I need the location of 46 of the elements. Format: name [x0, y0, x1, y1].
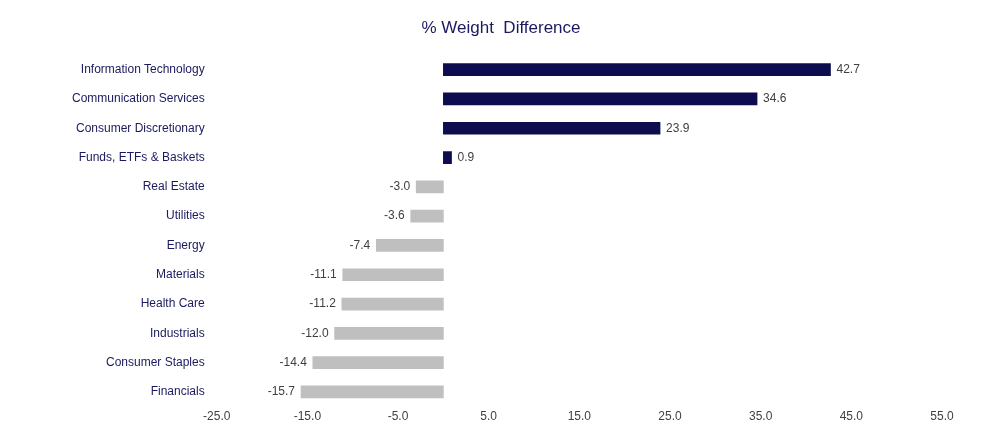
bar: [312, 356, 444, 369]
y-tick-label: Consumer Discretionary: [76, 120, 205, 135]
data-label: -14.4: [279, 354, 308, 369]
data-label: -11.1: [310, 267, 338, 282]
bar: [341, 297, 444, 311]
y-tick-label: Consumer Staples: [106, 354, 205, 369]
data-label: -7.4: [349, 237, 371, 252]
y-tick-label: Funds, ETFs & Baskets: [78, 149, 205, 164]
y-tick-label: Real Estate: [142, 179, 206, 194]
x-tick-label: -5.0: [387, 409, 409, 424]
data-label: 34.6: [763, 91, 787, 106]
data-label: 42.7: [836, 61, 861, 76]
data-label: -3.6: [384, 208, 406, 223]
bar: [375, 239, 444, 252]
y-tick-label: Communication Services: [72, 91, 205, 106]
data-label: 0.9: [457, 149, 475, 164]
y-tick-label: Information Technology: [80, 61, 205, 76]
x-tick-label: 25.0: [658, 409, 683, 424]
bar: [410, 209, 444, 223]
data-label: -12.0: [301, 325, 329, 340]
y-tick-label: Utilities: [166, 208, 205, 223]
x-tick-label: 35.0: [749, 409, 773, 424]
y-tick-label: Health Care: [140, 296, 206, 311]
bar: [300, 385, 444, 399]
x-tick-label: 45.0: [839, 409, 864, 424]
bar: [334, 327, 444, 340]
x-tick-label: 15.0: [567, 409, 592, 424]
bar: [415, 180, 444, 194]
data-label: 23.9: [666, 120, 690, 135]
data-label: -3.0: [389, 179, 411, 194]
x-tick-label: -15.0: [293, 409, 322, 424]
y-tick-label: Materials: [156, 267, 205, 282]
chart-title: % Weight Difference: [420, 18, 582, 38]
y-tick-label: Energy: [166, 237, 205, 252]
bar: [443, 63, 831, 76]
x-tick-label: 5.0: [480, 409, 498, 424]
bar: [443, 92, 758, 106]
y-tick-label: Financials: [150, 384, 205, 399]
data-label: -15.7: [267, 384, 296, 399]
bar: [342, 268, 444, 282]
x-tick-label: -25.0: [203, 409, 231, 424]
y-tick-label: Industrials: [150, 325, 205, 340]
bar: [443, 121, 661, 135]
x-tick-label: 55.0: [930, 409, 954, 424]
data-label: -11.2: [309, 296, 337, 311]
bar: [443, 151, 452, 164]
